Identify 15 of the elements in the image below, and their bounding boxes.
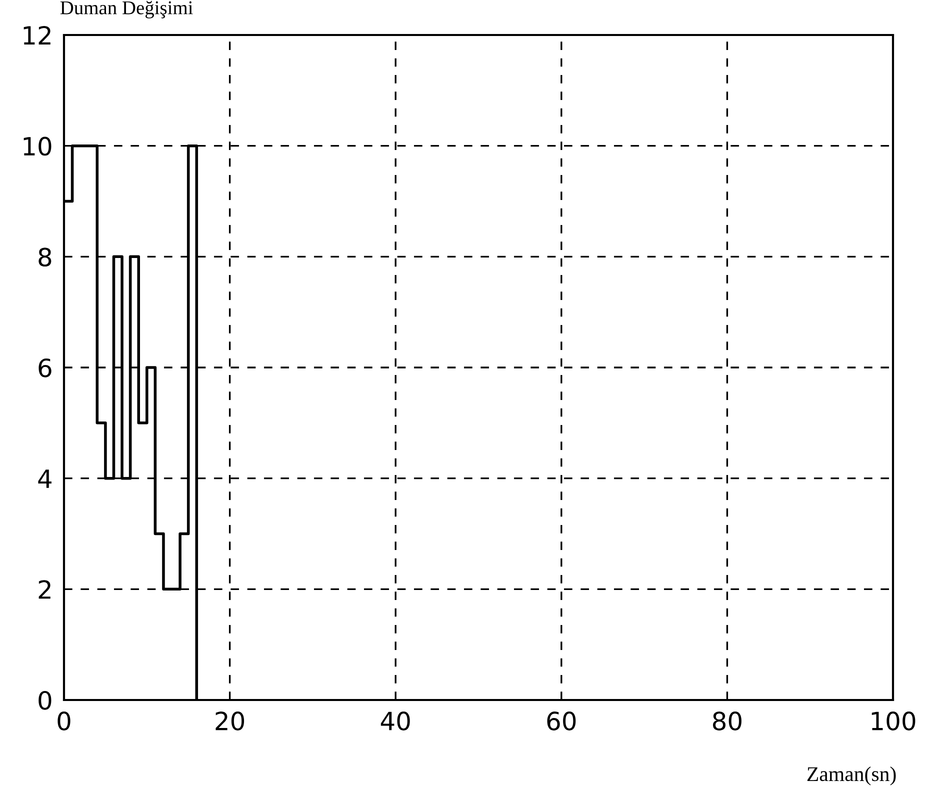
y-tick-label: 6 [38,358,52,378]
x-tick-label: 80 [712,712,742,730]
x-tick-label: 0 [58,712,70,730]
y-tick-label: 8 [38,248,52,267]
y-tick-label: 2 [38,580,50,599]
y-tick-label: 10 [24,136,52,156]
x-axis-title: Zaman(sn) [807,766,896,786]
x-tick-label: 100 [872,712,916,730]
y-axis-title: Duman Değişimi [60,0,193,18]
y-tick-label: 12 [24,26,50,44]
x-tick-label: 60 [547,712,576,730]
y-tick-label: 4 [38,470,52,488]
y-tick-label: 0 [38,690,52,710]
x-tick-label: 40 [380,712,410,730]
x-tick-label: 20 [216,712,244,730]
